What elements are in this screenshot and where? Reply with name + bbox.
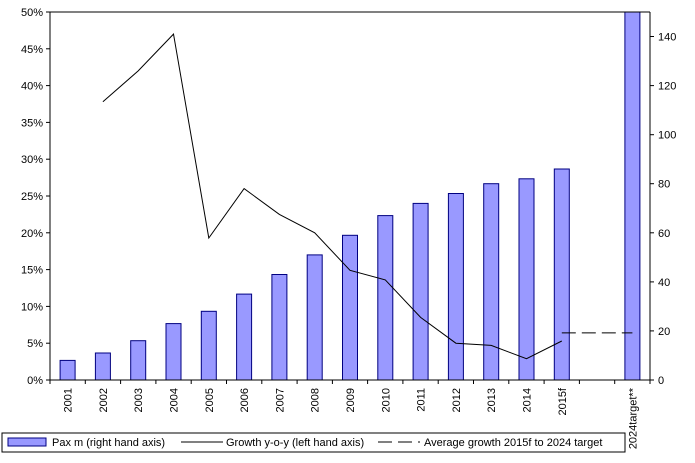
left-tick-label: 35% <box>21 117 43 129</box>
legend-box <box>1 432 626 453</box>
left-tick-label: 5% <box>27 338 43 350</box>
right-tick-label: 60 <box>658 228 670 240</box>
left-tick-label: 0% <box>27 375 43 387</box>
x-tick-label: 2002 <box>98 388 110 412</box>
x-tick-label: 2003 <box>133 388 145 412</box>
bar-2008 <box>306 254 323 381</box>
bar-2009 <box>342 234 358 381</box>
left-tick-label: 20% <box>21 228 43 240</box>
x-tick-label: 2004 <box>169 388 181 412</box>
legend-label-bars: Pax m (right hand axis) <box>52 437 165 449</box>
bar-2005 <box>200 310 217 381</box>
x-tick-label: 2015f <box>557 387 569 415</box>
bar-2001 <box>59 359 76 381</box>
bar-2014 <box>518 178 535 381</box>
legend: Pax m (right hand axis) Growth y-o-y (le… <box>1 432 626 453</box>
x-tick-label: 2001 <box>63 388 75 412</box>
x-tick-label: 2011 <box>416 388 428 412</box>
left-tick-label: 10% <box>21 301 43 313</box>
right-tick-label: 0 <box>658 375 664 387</box>
left-tick-label: 45% <box>21 44 43 56</box>
x-tick-label: 2010 <box>380 388 392 412</box>
bar-2004 <box>165 323 182 381</box>
x-tick-label: 2014 <box>522 388 534 412</box>
right-tick-label: 20 <box>658 326 670 338</box>
right-tick-label: 80 <box>658 179 670 191</box>
growth-line <box>102 33 563 360</box>
right-tick-label: 40 <box>658 277 670 289</box>
bar-2015f <box>553 168 570 381</box>
legend-item-growth: Growth y-o-y (left hand axis) <box>181 437 364 449</box>
bar-2010 <box>377 215 394 381</box>
legend-item-average: Average growth 2015f to 2024 target <box>378 437 602 449</box>
right-tick-label: 120 <box>658 81 676 93</box>
bar-2002 <box>94 352 111 381</box>
x-tick-label: 2006 <box>239 388 251 412</box>
x-tick-label: 2009 <box>345 388 357 412</box>
legend-item-bars: Pax m (right hand axis) <box>7 437 165 449</box>
x-tick-label: 2013 <box>486 388 498 412</box>
legend-swatch-bars <box>7 437 47 447</box>
bar-2012 <box>447 193 464 381</box>
lines-layer <box>102 33 633 360</box>
bar-2011 <box>412 202 429 381</box>
legend-label-average: Average growth 2015f to 2024 target <box>424 437 602 449</box>
bar-2007 <box>271 274 288 381</box>
left-tick-label: 15% <box>21 265 43 277</box>
bar-2013 <box>483 183 500 381</box>
right-tick-label: 140 <box>658 32 676 44</box>
bar-2006 <box>236 293 253 381</box>
legend-label-growth: Growth y-o-y (left hand axis) <box>226 437 364 449</box>
x-tick-label: 2008 <box>310 388 322 412</box>
left-tick-label: 50% <box>21 7 43 19</box>
x-tick-label: 2005 <box>204 388 216 412</box>
x-tick-label: 2012 <box>451 388 463 412</box>
ticks-layer: 0% 5% 10% 15% 20% 25% 30% 35% 40% 45% 50% 0 20 40 60 80… <box>21 7 676 449</box>
x-tick-label: 2007 <box>274 388 286 412</box>
left-tick-label: 25% <box>21 191 43 203</box>
bars-layer <box>59 11 641 381</box>
bar-2003 <box>130 340 147 381</box>
left-tick-label: 30% <box>21 154 43 166</box>
bar-2024target** <box>624 11 641 381</box>
x-tick-label: 2024target** <box>627 387 639 449</box>
left-tick-label: 40% <box>21 81 43 93</box>
right-tick-label: 100 <box>658 130 676 142</box>
